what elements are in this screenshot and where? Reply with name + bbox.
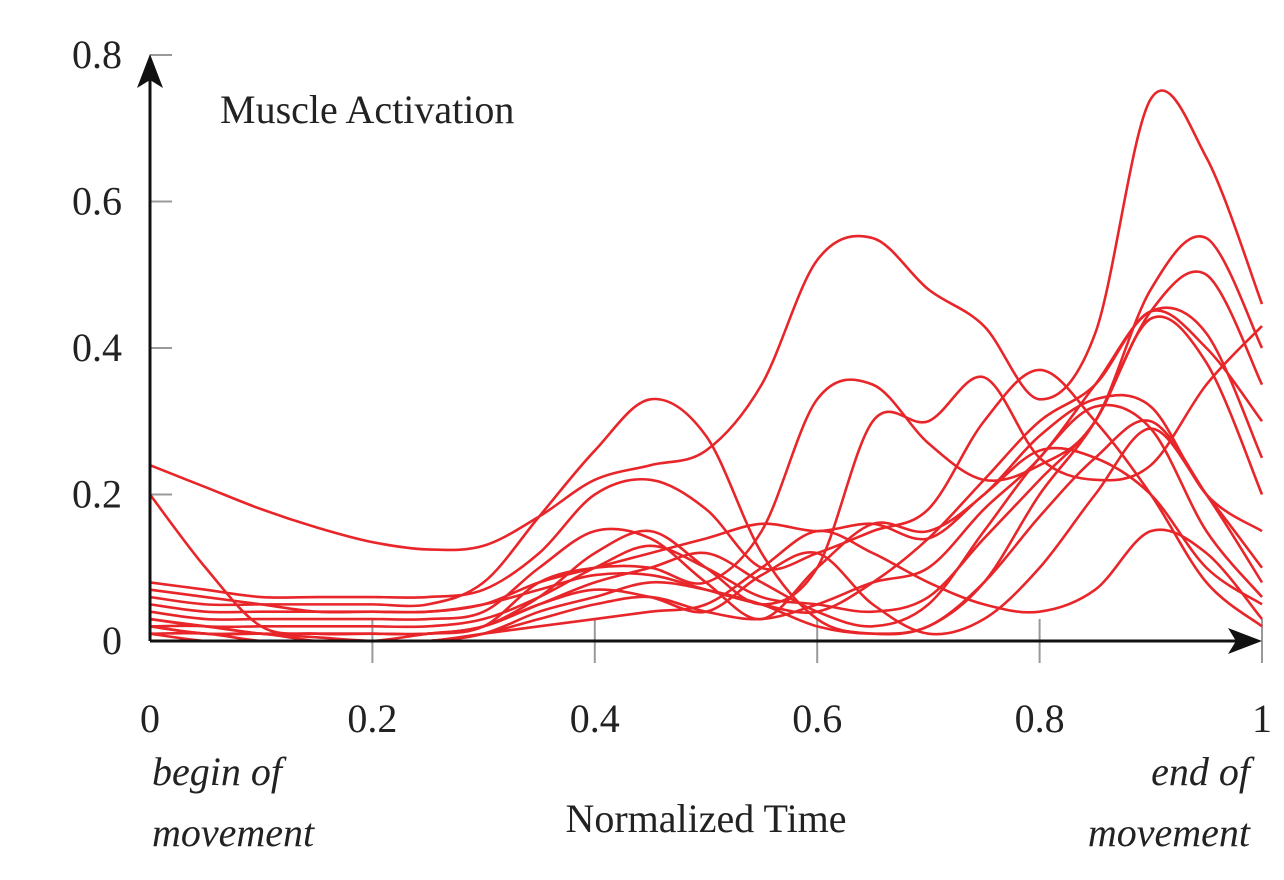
activation-curve-1 [149,89,1264,552]
activation-curve-10 [149,446,1263,614]
y-tick-label: 0.6 [72,179,122,224]
activation-curve-9 [149,403,1263,636]
y-tick-label: 0 [102,618,122,663]
end-annotation-line2: movement [1088,810,1251,855]
begin-annotation-line1: begin of [152,749,287,794]
x-tick-label: 0.2 [347,696,397,741]
x-tick-label: 0.6 [792,696,842,741]
activation-curve-11 [149,315,1264,629]
activation-curve-14 [149,427,1264,636]
x-axis-label: Normalized Time [565,796,846,841]
series-lines [148,89,1264,643]
x-tick-label: 1 [1252,696,1272,741]
activation-curve-13 [149,309,1264,614]
x-tick-label: 0.4 [570,696,620,741]
activation-curve-7 [149,325,1263,643]
activation-curve-2 [149,270,1264,636]
activation-curve-6 [149,368,1263,628]
axis-ticks: 0 0.2 0.4 0.6 0.8 0 0.2 0.4 0.6 0.8 1 [72,32,1272,741]
activation-curve-4 [149,419,1264,643]
activation-curve-8 [149,393,1263,621]
begin-annotation-line2: movement [152,810,315,855]
x-axis-arrow [1228,628,1262,654]
y-tick-label: 0.4 [72,325,122,370]
y-axis-arrow [137,54,163,88]
y-axis-label: Muscle Activation [220,87,514,132]
y-tick-label: 0.8 [72,32,122,77]
x-tick-label: 0 [140,696,160,741]
end-annotation-line1: end of [1151,749,1255,794]
y-tick-label: 0.2 [72,472,122,517]
axes [137,54,1262,654]
activation-curve-12 [149,528,1263,643]
x-tick-label: 0.8 [1015,696,1065,741]
